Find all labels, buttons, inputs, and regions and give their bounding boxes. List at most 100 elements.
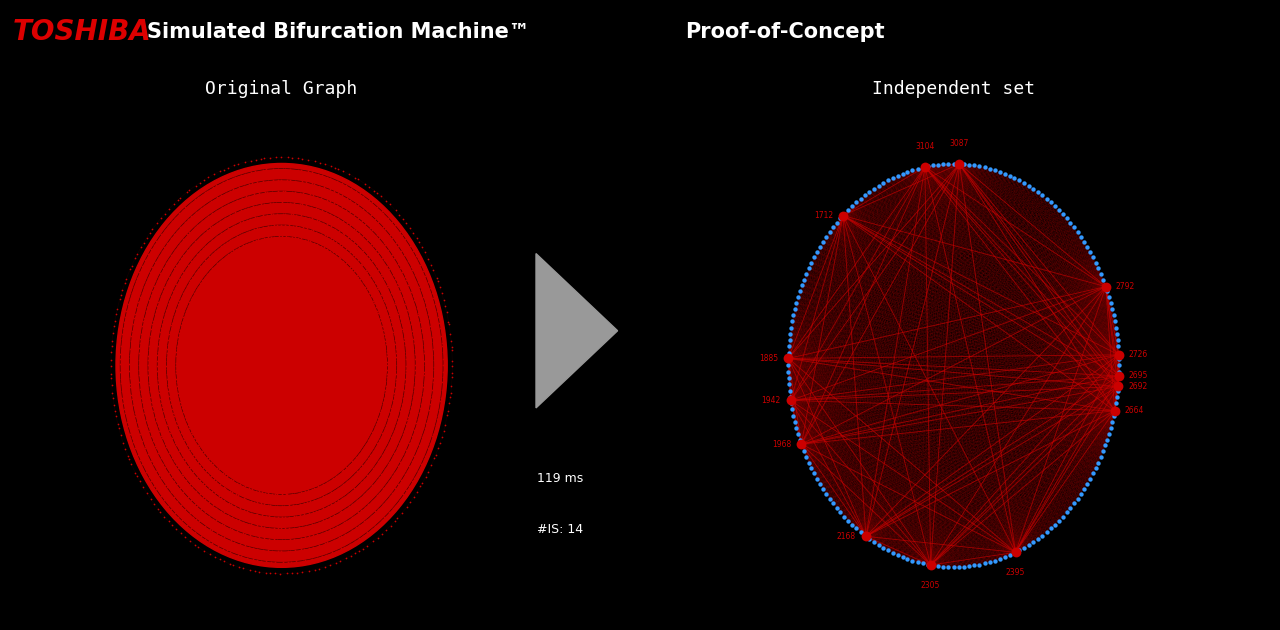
Point: [365, 520, 385, 530]
Point: [279, 198, 300, 208]
Point: [897, 554, 918, 564]
Point: [348, 200, 369, 210]
Point: [221, 512, 242, 522]
Point: [102, 387, 123, 398]
Point: [1041, 197, 1061, 207]
Point: [438, 317, 458, 327]
Point: [247, 212, 268, 222]
Point: [381, 401, 402, 411]
Point: [116, 273, 137, 284]
Point: [411, 399, 431, 410]
Point: [113, 393, 133, 403]
Point: [303, 542, 324, 552]
Point: [120, 379, 141, 389]
Point: [300, 531, 320, 541]
Point: [166, 340, 187, 350]
Point: [307, 239, 328, 249]
Point: [145, 281, 165, 291]
Point: [346, 522, 366, 532]
Point: [417, 413, 438, 423]
Point: [165, 416, 186, 426]
Point: [200, 524, 220, 534]
Point: [165, 283, 186, 293]
Point: [186, 514, 206, 524]
Point: [271, 197, 292, 207]
Point: [142, 459, 163, 469]
Point: [356, 455, 376, 466]
Point: [220, 559, 241, 569]
Point: [433, 372, 453, 382]
Point: [338, 460, 358, 470]
Point: [170, 483, 191, 493]
Point: [214, 520, 234, 530]
Point: [123, 401, 143, 411]
Point: [338, 501, 358, 512]
Point: [160, 487, 180, 497]
Point: [326, 471, 347, 481]
Point: [404, 472, 425, 483]
Point: [275, 524, 296, 534]
Point: [974, 163, 995, 173]
Point: [401, 401, 421, 411]
Point: [1056, 214, 1076, 224]
Point: [168, 299, 188, 309]
Point: [111, 334, 132, 344]
Point: [388, 461, 408, 471]
Point: [415, 360, 435, 370]
Point: [147, 301, 168, 311]
Point: [302, 554, 323, 564]
Point: [422, 292, 443, 302]
Point: [407, 277, 428, 287]
Point: [358, 499, 379, 509]
Point: [388, 241, 408, 251]
Point: [191, 203, 211, 213]
Point: [404, 377, 425, 387]
Point: [160, 503, 180, 513]
Point: [280, 546, 301, 556]
Point: [202, 221, 223, 231]
Ellipse shape: [116, 163, 447, 568]
Point: [959, 159, 979, 169]
Point: [142, 436, 163, 446]
Point: [928, 561, 948, 571]
Point: [328, 495, 348, 505]
Point: [438, 406, 458, 416]
Point: [261, 489, 282, 499]
Point: [398, 280, 419, 290]
Point: [819, 227, 840, 237]
Point: [407, 414, 428, 424]
Point: [1074, 484, 1094, 494]
Point: [381, 432, 402, 442]
Point: [285, 176, 306, 186]
Point: [116, 306, 137, 316]
Point: [396, 486, 416, 496]
Point: [288, 488, 308, 498]
Point: [439, 319, 460, 329]
Point: [180, 427, 201, 437]
Point: [324, 510, 344, 520]
Point: [148, 337, 169, 347]
Point: [390, 227, 411, 237]
Point: [323, 235, 343, 245]
Point: [303, 495, 324, 505]
Point: [321, 221, 342, 231]
Point: [265, 500, 285, 510]
Point: [332, 178, 352, 188]
Point: [376, 352, 397, 362]
Point: [375, 300, 396, 310]
Point: [394, 336, 415, 346]
Point: [177, 229, 197, 239]
Point: [369, 284, 389, 294]
Point: [291, 487, 311, 497]
Point: [376, 280, 397, 290]
Point: [278, 231, 298, 241]
Point: [119, 373, 140, 383]
Point: [113, 398, 133, 408]
Point: [1107, 386, 1128, 396]
Point: [115, 444, 136, 454]
Point: [114, 404, 134, 414]
Point: [375, 464, 396, 474]
Point: [399, 406, 420, 416]
Point: [250, 188, 270, 198]
Point: [412, 335, 433, 345]
